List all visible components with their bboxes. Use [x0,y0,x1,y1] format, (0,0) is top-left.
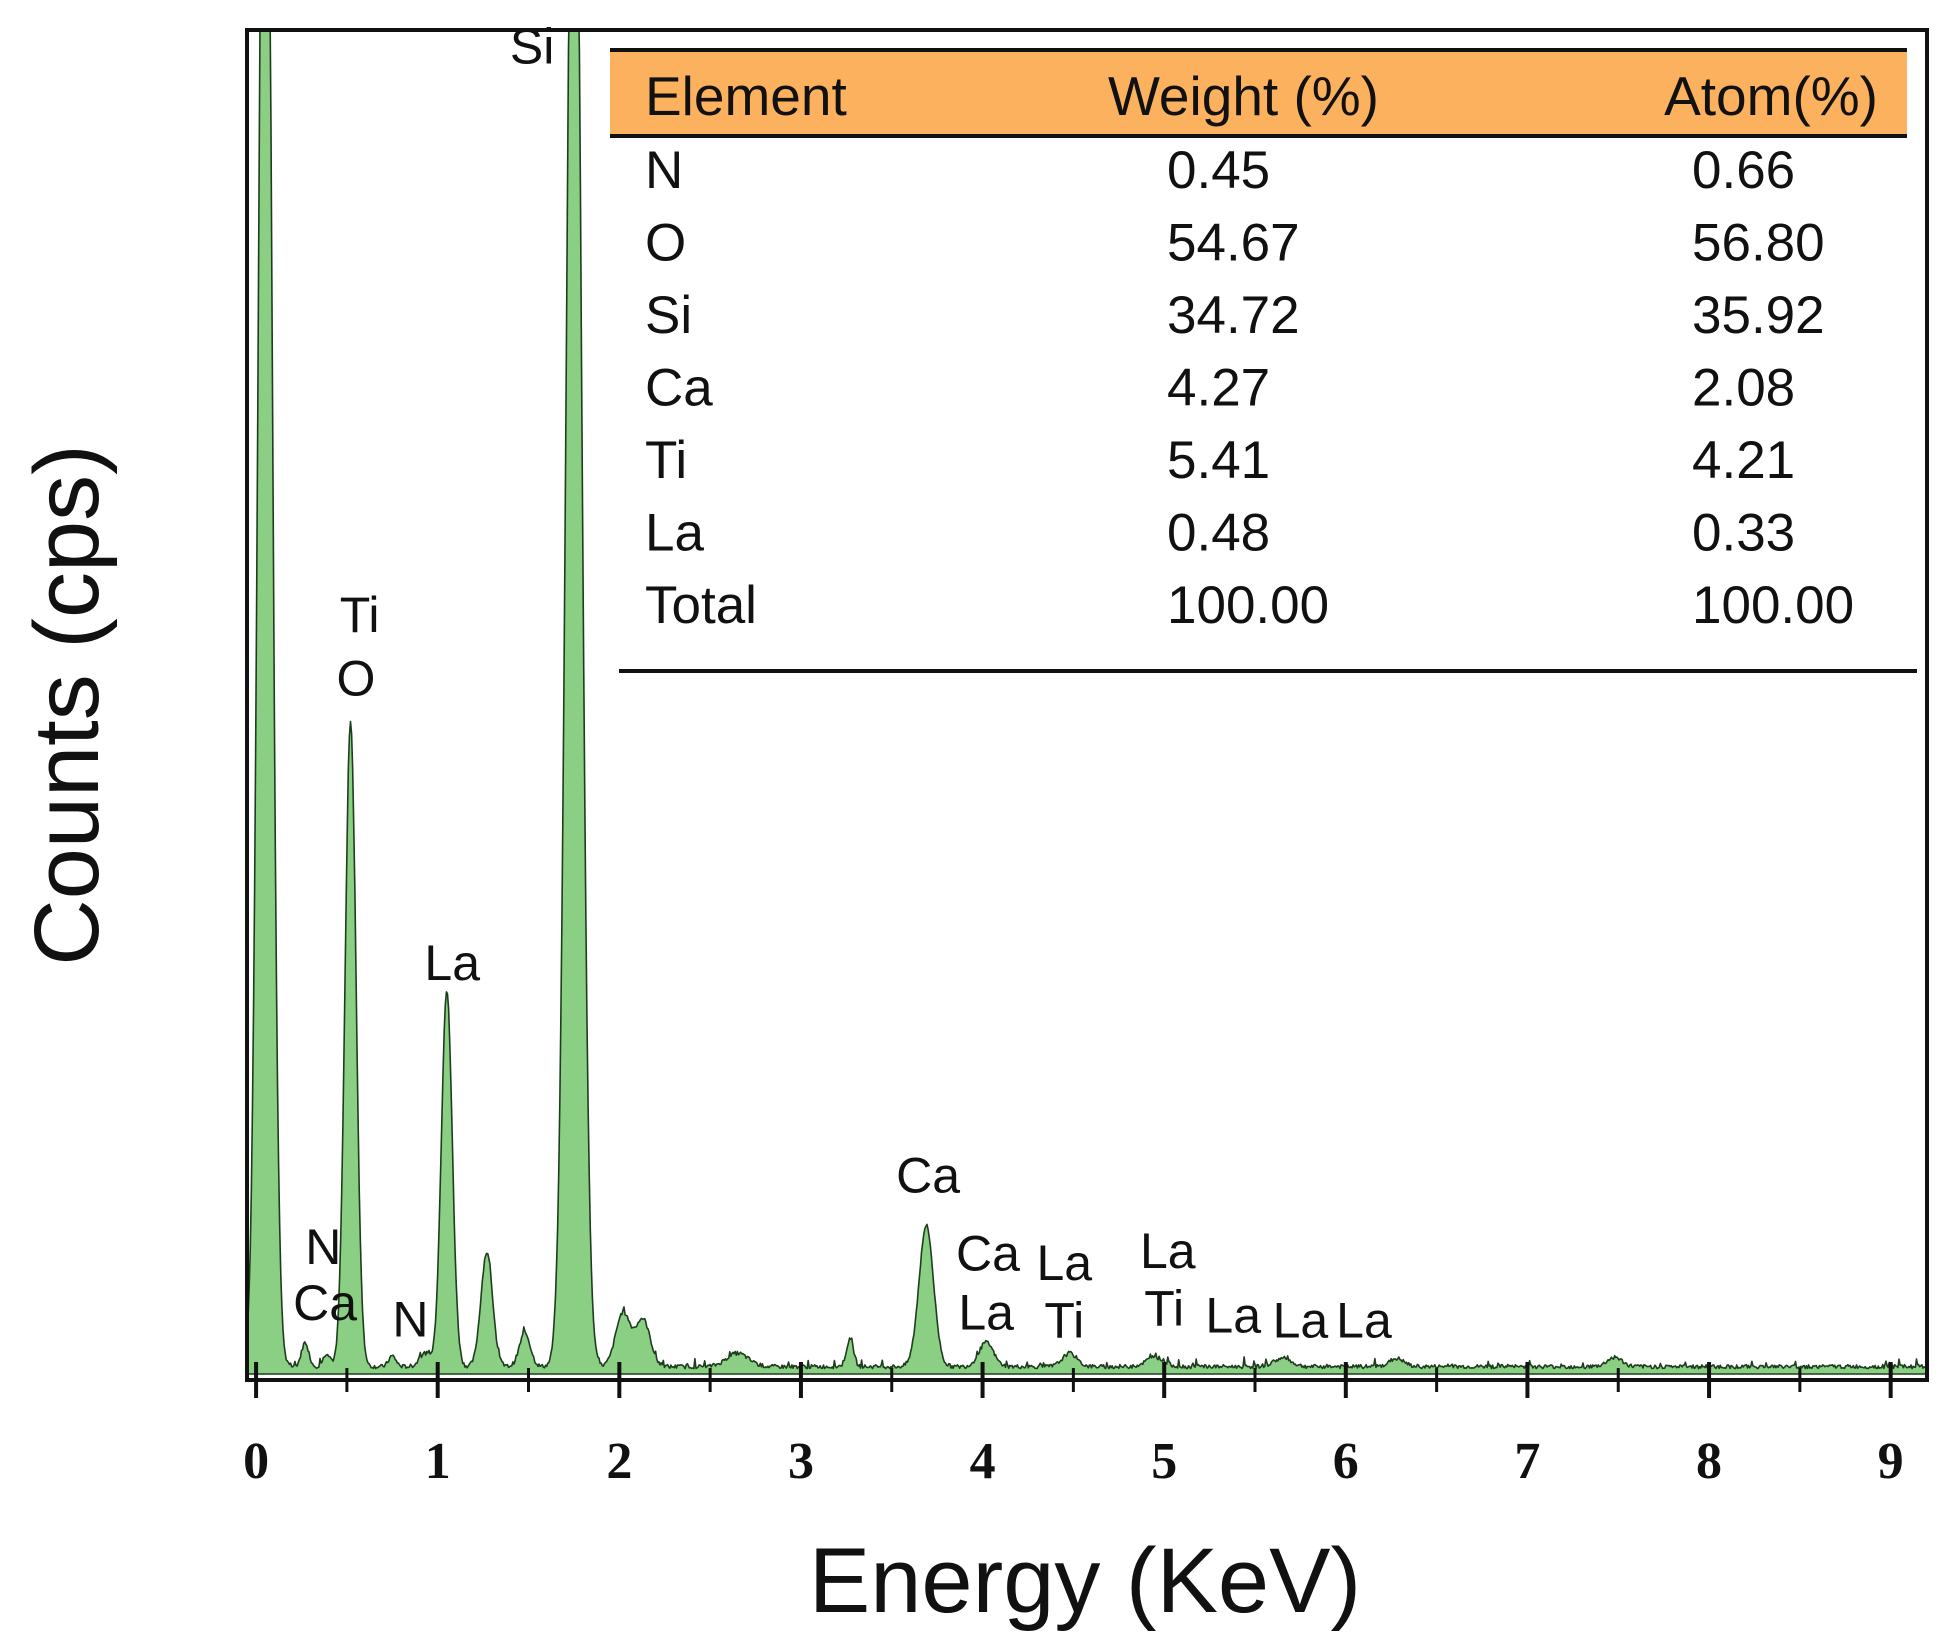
table-cell-weight: 100.00 [1167,576,1329,635]
table-cell-weight: 4.27 [1167,359,1270,418]
peak-label-la: La [1140,1223,1196,1279]
table-cell-element: La [645,504,704,563]
x-axis-title: Energy (KeV) [809,1530,1361,1632]
peak-label-ti: Ti [1044,1293,1084,1349]
table-cell-atom: 0.66 [1692,141,1795,200]
x-tick-label: 7 [1514,1433,1540,1490]
peak-label-si: Si [510,19,554,75]
table-rows: N 0.45 0.66 O 54.67 56.80 Si 34.72 35.92 Ca 4.27 2.… [645,141,1854,635]
table-header-weight: Weight (%) [1108,65,1379,127]
spectrum-layer [247,30,1927,1375]
table-cell-weight: 0.48 [1167,504,1270,563]
peak-label-la: La [1273,1293,1329,1349]
table-cell-atom: 4.21 [1692,431,1795,490]
peak-label-la: La [1336,1293,1392,1349]
table-cell-weight: 0.45 [1167,141,1270,200]
table-cell-element: Ca [645,359,713,418]
x-axis-ticks: 0 1 2 3 4 5 6 7 8 9 [243,1362,1904,1490]
spectrum-area [247,30,1927,1375]
peak-label-la: La [1036,1235,1092,1291]
x-tick-label: 6 [1333,1433,1359,1490]
x-tick-label: 9 [1878,1433,1904,1490]
peak-label-n: N [305,1219,341,1275]
table-cell-element: N [645,141,683,200]
table-cell-element: Total [645,576,757,635]
table-cell-weight: 5.41 [1167,431,1270,490]
peak-label-ca: Ca [293,1275,357,1331]
peak-label-n: N [392,1291,428,1347]
y-axis-title: Counts (cps) [16,444,118,966]
table-cell-atom: 35.92 [1692,286,1825,345]
table-header-atom: Atom(%) [1664,65,1878,127]
table-cell-element: Si [645,286,692,345]
x-tick-label: 3 [788,1433,814,1490]
table-cell-weight: 54.67 [1167,214,1300,273]
peak-label-ca: Ca [896,1148,960,1204]
peak-label-o: O [337,650,376,706]
table-cell-atom: 0.33 [1692,504,1795,563]
peak-label-la: La [424,935,480,991]
x-tick-label: 1 [425,1433,451,1490]
composition-table: Element Weight (%) Atom(%) N 0.45 0.66 O 54.… [610,48,1917,673]
peak-label-ti: Ti [1144,1281,1184,1337]
peak-label-ti: Ti [340,587,380,643]
x-tick-label: 4 [970,1433,996,1490]
x-tick-label: 8 [1696,1433,1722,1490]
table-cell-element: Ti [645,431,687,490]
x-tick-label: 2 [606,1433,632,1490]
table-cell-weight: 34.72 [1167,286,1300,345]
table-cell-atom: 100.00 [1692,576,1854,635]
table-cell-element: O [645,214,686,273]
peak-label-la: La [1205,1287,1261,1343]
x-tick-label: 0 [243,1433,269,1490]
table-header-background [610,50,1907,136]
table-cell-atom: 2.08 [1692,359,1795,418]
table-header-element: Element [645,65,847,127]
table-cell-atom: 56.80 [1692,214,1825,273]
peak-label-la: La [958,1285,1014,1341]
x-tick-label: 5 [1151,1433,1177,1490]
plot-frame [245,28,1929,1382]
peak-label-ca: Ca [956,1226,1020,1282]
